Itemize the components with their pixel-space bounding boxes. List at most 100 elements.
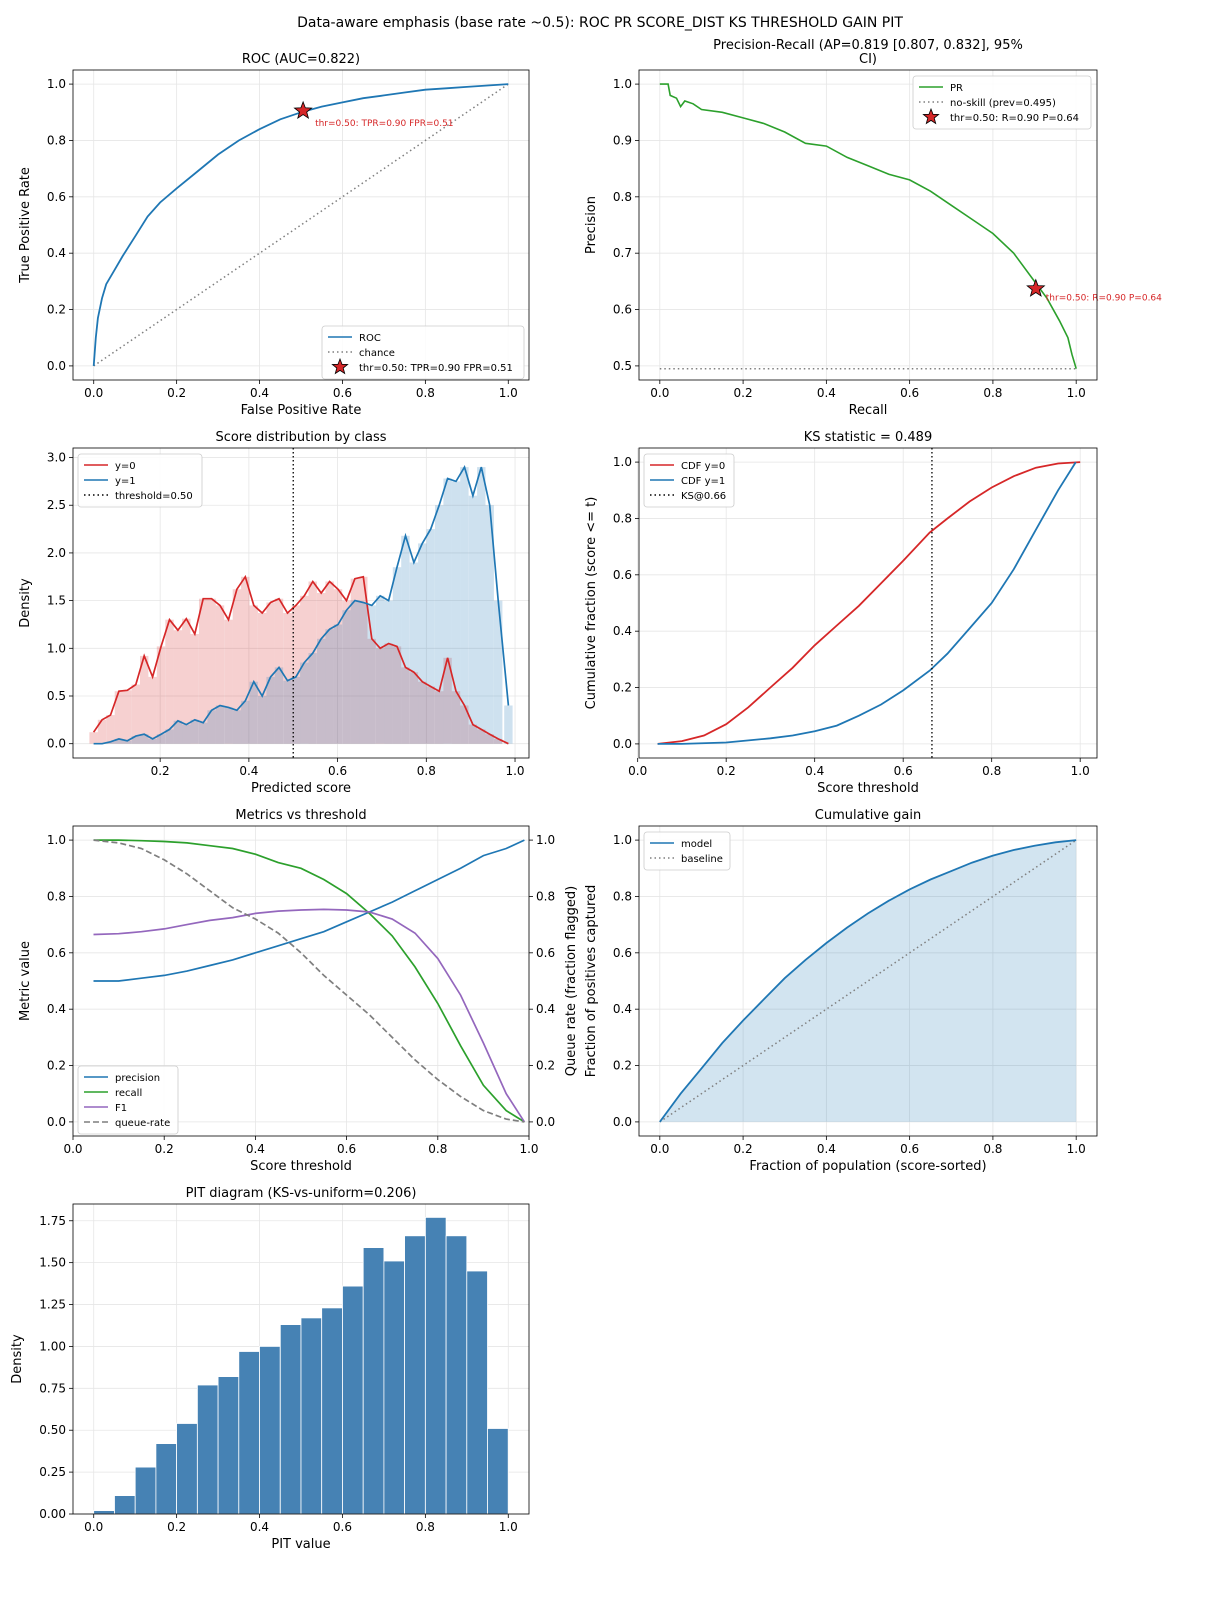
- hist-bar-y1: [131, 736, 140, 744]
- hist-bar-y1: [173, 720, 183, 744]
- legend-marker-star: [331, 357, 349, 375]
- hist-bar-y0: [89, 732, 98, 744]
- hist-bar-y1: [291, 676, 301, 744]
- x-tick-label: 0.2: [167, 386, 186, 400]
- hist-bar-y1: [443, 478, 452, 744]
- chart-threshold: 0.0 0.2 0.4 0.6 0.8 1.0 0.0 0.2 0.4 0.6 0.8 1.0 0.0 0…: [18, 808, 579, 1174]
- hist-bar-y0: [443, 657, 452, 744]
- hist-bar-y0: [156, 646, 166, 744]
- x-tick-label: 0.8: [983, 386, 1002, 400]
- x-axis-label: Predicted score: [251, 781, 351, 796]
- x-axis-label: Recall: [849, 403, 888, 418]
- y-tick-label: 0.8: [613, 511, 632, 525]
- x-tick-label: 0.0: [84, 386, 103, 400]
- hist-bar-y1: [114, 738, 124, 744]
- hist-bar-y1: [274, 667, 284, 744]
- x-tick-label: 0.8: [416, 386, 435, 400]
- y-tick-label: 3.0: [47, 451, 66, 465]
- y-axis-label-right: Queue rate (fraction flagged): [564, 886, 579, 1077]
- y-axis-label: Metric value: [18, 941, 33, 1021]
- hist-bar-y1: [435, 505, 444, 744]
- hist-bar-y1: [504, 705, 513, 744]
- legend-box: [77, 453, 203, 508]
- x-tick-label: 0.4: [805, 764, 824, 778]
- hist-bar-y1: [451, 481, 461, 744]
- hist-bar-y0: [106, 715, 115, 744]
- hist-bar-y1: [207, 710, 216, 744]
- hist-bar-y0: [258, 613, 267, 744]
- y-tick-label: 0.9: [613, 133, 632, 147]
- pit-bar: [445, 1235, 468, 1515]
- x-axis-label: False Positive Rate: [241, 403, 362, 418]
- series-line-cdf-y1: [657, 461, 1077, 745]
- y-tick-label: 0.4: [613, 1002, 632, 1016]
- x-tick-label: 0.4: [250, 1520, 269, 1534]
- y-tick-label: 0.4: [47, 246, 66, 260]
- pit-bar: [487, 1428, 509, 1515]
- y-right-tick-label: 1.0: [536, 833, 555, 847]
- pit-bar: [424, 1217, 447, 1515]
- hist-bar-y1: [477, 467, 486, 744]
- hist-bar-y0: [376, 648, 385, 744]
- y-right-tick-label: 0.0: [536, 1115, 555, 1129]
- pit-bar: [176, 1423, 198, 1515]
- threshold-marker: [1026, 278, 1046, 297]
- marker-annotation: thr=0.50: R=0.90 P=0.64: [1046, 294, 1162, 304]
- hist-bar-y1: [409, 562, 419, 744]
- x-axis-label: PIT value: [271, 1537, 330, 1552]
- axes-frame: [72, 69, 530, 381]
- x-tick-label: 0.6: [333, 1520, 352, 1534]
- hist-bar-y1: [148, 738, 157, 744]
- y-tick-label: 0.75: [39, 1381, 66, 1395]
- chart-title: PIT diagram (KS-vs-uniform=0.206): [186, 1186, 417, 1201]
- y-tick-label: 0.8: [613, 190, 632, 204]
- hist-bar-y0: [367, 638, 376, 744]
- y-tick-label: 0.6: [613, 946, 632, 960]
- hist-bar-y1: [494, 600, 503, 744]
- legend-label: F1: [115, 1103, 127, 1114]
- y-tick-label: 0.2: [613, 681, 632, 695]
- plot-area: [93, 839, 526, 1123]
- pit-bar: [196, 1384, 219, 1515]
- hist-bar-y0: [266, 602, 275, 744]
- hist-bar-y0: [131, 684, 140, 744]
- y-axis-label: Fraction of positives captured: [584, 885, 599, 1078]
- hist-bar-y1: [215, 705, 225, 744]
- y-tick-label: 0.5: [47, 689, 66, 703]
- legend-label: CDF y=0: [681, 461, 725, 472]
- series-line-y1: [93, 464, 510, 745]
- hist-bar-y0: [401, 667, 410, 744]
- y-tick-label: 0.0: [47, 737, 66, 751]
- series-line-F1: [93, 908, 526, 1123]
- legend-label: baseline: [681, 854, 723, 865]
- hist-bar-y1: [460, 467, 469, 744]
- threshold-marker: [293, 100, 313, 120]
- y-axis-label: True Positive Rate: [18, 167, 33, 284]
- pit-bar: [279, 1324, 302, 1515]
- y-tick-label: 0.8: [47, 133, 66, 147]
- hist-bar-y0: [317, 593, 326, 744]
- hist-bar-y1: [468, 495, 478, 744]
- y-tick-label: 0.0: [47, 1115, 66, 1129]
- x-tick-label: 1.0: [505, 764, 524, 778]
- x-tick-label: 0.2: [734, 1142, 753, 1156]
- hist-bar-y0: [409, 672, 419, 744]
- series-line-model: [659, 839, 1077, 1123]
- pit-bar: [238, 1351, 260, 1515]
- hist-bar-y0: [123, 690, 132, 744]
- hist-bar-y0: [97, 719, 107, 744]
- x-axis-label: Score threshold: [817, 781, 919, 796]
- legend-label: threshold=0.50: [115, 491, 193, 502]
- hist-bar-y1: [123, 740, 132, 744]
- marker-annotation: thr=0.50: TPR=0.90 FPR=0.51: [315, 119, 453, 129]
- legend-marker-star: [922, 107, 940, 125]
- hist-bar-y0: [359, 576, 368, 744]
- plot-area: thr=0.50: TPR=0.90 FPR=0.51: [92, 83, 509, 367]
- hist-bar-y0: [173, 630, 183, 744]
- y-axis-label: Cumulative fraction (score <= t): [584, 497, 599, 710]
- legend-label: ROC: [359, 333, 381, 344]
- chart-panels: thr=0.50: TPR=0.90 FPR=0.51 0.0 0.2 0.4 0.6 0…: [10, 38, 1162, 1552]
- legend-label: y=1: [115, 476, 136, 487]
- legend-label: queue-rate: [115, 1118, 170, 1129]
